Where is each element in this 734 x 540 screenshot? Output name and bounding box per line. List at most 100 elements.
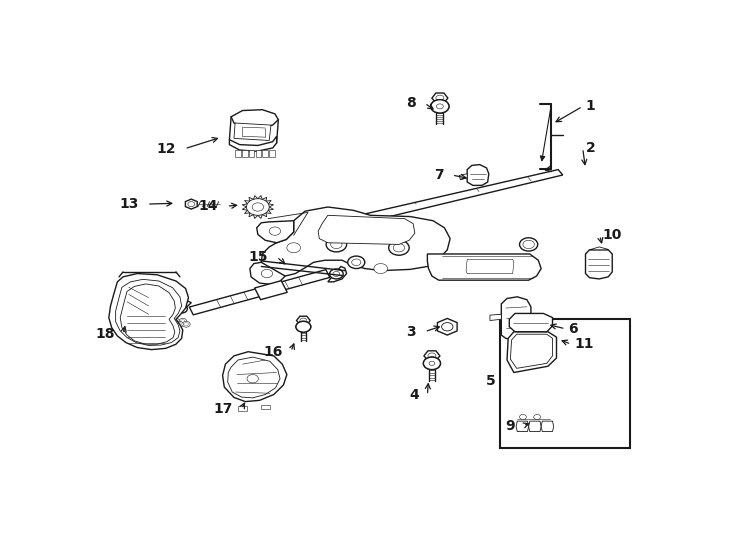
Text: 14: 14 xyxy=(198,199,218,213)
Circle shape xyxy=(330,269,344,279)
Polygon shape xyxy=(490,314,501,321)
Polygon shape xyxy=(189,269,330,315)
Polygon shape xyxy=(228,357,280,398)
Text: 4: 4 xyxy=(409,388,419,402)
Circle shape xyxy=(523,240,534,248)
Circle shape xyxy=(424,357,440,369)
Circle shape xyxy=(296,321,310,332)
Polygon shape xyxy=(242,150,247,157)
Polygon shape xyxy=(297,316,310,325)
Text: 17: 17 xyxy=(214,402,233,416)
Circle shape xyxy=(431,100,449,113)
Polygon shape xyxy=(459,174,468,180)
Text: 11: 11 xyxy=(574,337,594,351)
Circle shape xyxy=(520,238,538,251)
Circle shape xyxy=(515,343,540,362)
Text: 2: 2 xyxy=(586,141,595,155)
Polygon shape xyxy=(238,406,247,411)
Circle shape xyxy=(352,259,361,266)
Circle shape xyxy=(442,322,453,331)
Circle shape xyxy=(252,203,264,211)
Polygon shape xyxy=(427,254,541,280)
Circle shape xyxy=(188,201,195,207)
Polygon shape xyxy=(234,123,271,140)
Circle shape xyxy=(437,104,443,109)
Polygon shape xyxy=(589,247,608,250)
Polygon shape xyxy=(257,221,294,243)
Text: 8: 8 xyxy=(406,96,416,110)
Circle shape xyxy=(326,237,346,252)
Polygon shape xyxy=(255,281,287,300)
Polygon shape xyxy=(230,136,277,151)
Polygon shape xyxy=(509,313,553,332)
Text: 1: 1 xyxy=(586,99,595,113)
Text: 3: 3 xyxy=(407,325,416,339)
Circle shape xyxy=(177,322,181,326)
Circle shape xyxy=(172,319,180,324)
Polygon shape xyxy=(172,301,192,315)
Circle shape xyxy=(181,320,185,323)
Polygon shape xyxy=(586,250,612,279)
Text: 9: 9 xyxy=(505,418,515,433)
Circle shape xyxy=(389,240,409,255)
Circle shape xyxy=(269,227,280,235)
Text: 15: 15 xyxy=(249,250,268,264)
Text: 5: 5 xyxy=(486,374,495,388)
Polygon shape xyxy=(261,404,270,409)
Circle shape xyxy=(520,347,536,359)
Polygon shape xyxy=(109,274,189,349)
Circle shape xyxy=(520,415,526,420)
Polygon shape xyxy=(468,165,489,185)
Circle shape xyxy=(429,361,435,366)
Polygon shape xyxy=(235,150,241,157)
Polygon shape xyxy=(541,421,553,431)
Polygon shape xyxy=(222,352,287,402)
Circle shape xyxy=(330,240,342,248)
Circle shape xyxy=(247,199,269,215)
Polygon shape xyxy=(120,284,175,344)
Text: 13: 13 xyxy=(119,197,139,211)
Text: 18: 18 xyxy=(95,327,115,341)
Circle shape xyxy=(182,321,190,327)
Polygon shape xyxy=(516,421,528,431)
Polygon shape xyxy=(318,215,415,245)
Polygon shape xyxy=(432,93,448,103)
Polygon shape xyxy=(424,351,440,361)
Circle shape xyxy=(333,272,340,276)
Polygon shape xyxy=(250,262,285,285)
Polygon shape xyxy=(255,150,261,157)
Polygon shape xyxy=(249,150,255,157)
Text: 16: 16 xyxy=(263,345,283,359)
Circle shape xyxy=(428,353,436,359)
Circle shape xyxy=(374,264,388,274)
Polygon shape xyxy=(116,279,181,346)
Polygon shape xyxy=(231,110,278,128)
Text: 12: 12 xyxy=(156,142,176,156)
Polygon shape xyxy=(507,332,556,373)
Circle shape xyxy=(300,318,307,323)
Polygon shape xyxy=(261,207,450,276)
Bar xyxy=(500,319,630,448)
Circle shape xyxy=(431,100,449,113)
Polygon shape xyxy=(262,150,268,157)
Text: 10: 10 xyxy=(603,228,622,242)
Circle shape xyxy=(174,320,178,323)
Polygon shape xyxy=(501,297,531,340)
Polygon shape xyxy=(186,199,197,209)
Text: 7: 7 xyxy=(434,168,443,182)
Polygon shape xyxy=(528,421,541,431)
Circle shape xyxy=(179,319,186,324)
Circle shape xyxy=(184,322,189,326)
Circle shape xyxy=(436,95,444,101)
Circle shape xyxy=(534,415,540,420)
Circle shape xyxy=(176,305,187,313)
Polygon shape xyxy=(354,170,563,224)
Circle shape xyxy=(393,244,404,252)
Text: 6: 6 xyxy=(568,322,578,336)
Circle shape xyxy=(175,321,184,327)
Polygon shape xyxy=(510,334,553,368)
Circle shape xyxy=(296,321,310,332)
Circle shape xyxy=(247,375,258,383)
Polygon shape xyxy=(328,266,346,282)
Circle shape xyxy=(287,243,300,253)
